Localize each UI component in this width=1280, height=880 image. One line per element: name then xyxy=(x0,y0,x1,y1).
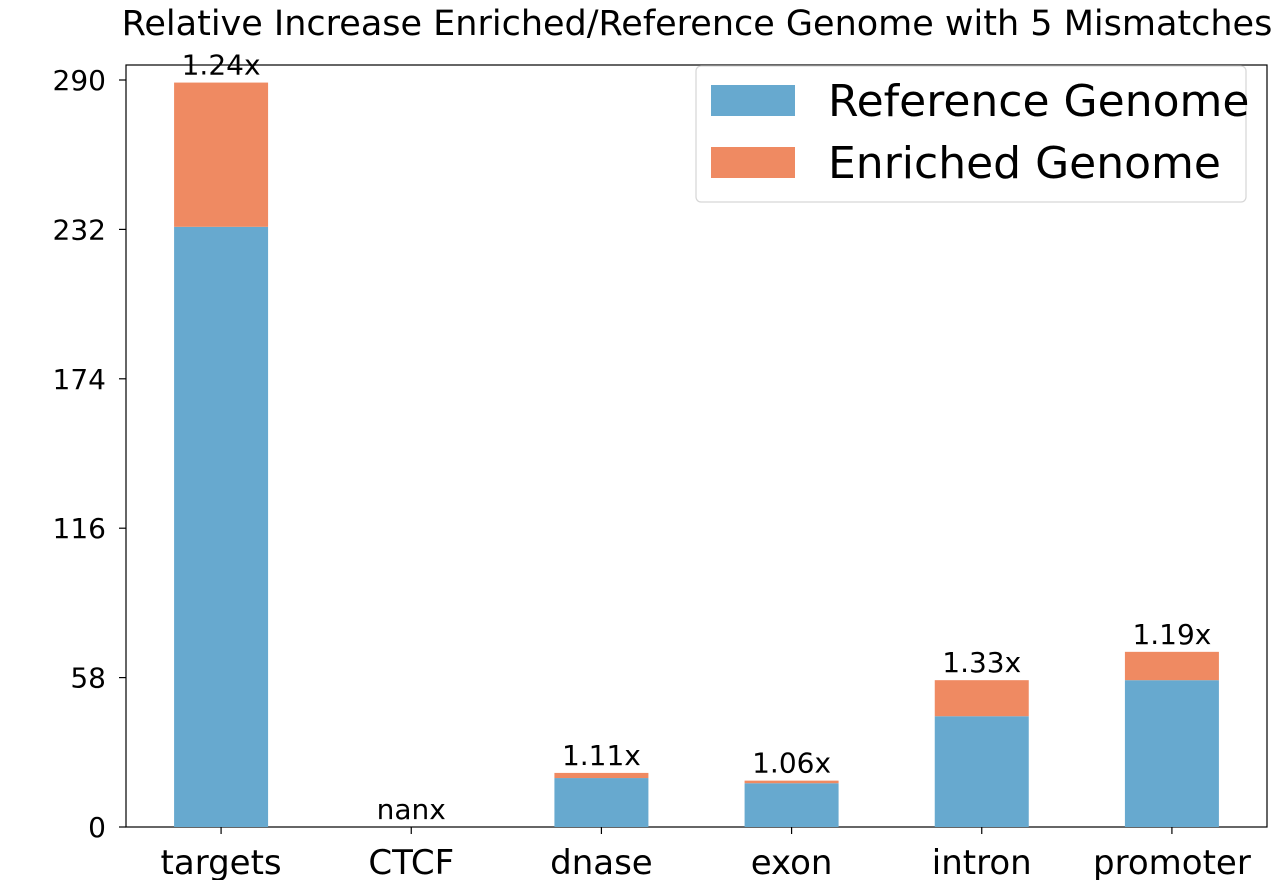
bar-enriched-targets xyxy=(174,82,269,227)
bar-reference-exon xyxy=(744,783,839,827)
legend-box xyxy=(695,65,1247,203)
bar-enriched-intron xyxy=(934,680,1029,717)
legend-label: Enriched Genome xyxy=(828,138,1221,189)
y-tick-label: 232 xyxy=(53,213,106,246)
x-tick-label: exon xyxy=(751,843,833,880)
bar-reference-dnase xyxy=(554,778,649,827)
y-tick-label: 174 xyxy=(53,363,106,396)
data-label: 1.24x xyxy=(182,49,261,82)
bar-reference-promoter xyxy=(1124,680,1219,827)
data-label: 1.19x xyxy=(1132,618,1211,651)
bar-enriched-exon xyxy=(744,780,839,784)
plot-area: 0 58 116 174 232 290 targets 1.24x CTCF nanx dnase… xyxy=(53,49,1268,880)
y-tick-label: 290 xyxy=(53,64,106,97)
bar-enriched-promoter xyxy=(1124,651,1219,681)
y-tick-label: 0 xyxy=(88,811,106,844)
legend-swatch xyxy=(711,147,795,178)
x-tick-label: targets xyxy=(161,843,282,880)
x-tick-label: promoter xyxy=(1093,843,1251,880)
bar-enriched-dnase xyxy=(554,772,649,779)
chart-title: Relative Increase Enriched/Reference Gen… xyxy=(122,4,1273,44)
y-tick-label: 58 xyxy=(70,662,106,695)
data-label: 1.11x xyxy=(562,739,641,772)
data-label: 1.33x xyxy=(942,646,1021,679)
bar-reference-targets xyxy=(174,226,269,827)
plot-frame xyxy=(125,64,1268,828)
x-tick-label: CTCF xyxy=(368,843,454,880)
legend-label: Reference Genome xyxy=(828,76,1249,127)
data-label: nanx xyxy=(377,793,446,826)
legend-swatch xyxy=(711,85,795,116)
x-tick-label: intron xyxy=(932,843,1032,880)
x-tick-label: dnase xyxy=(550,843,653,880)
y-tick-label: 116 xyxy=(53,512,106,545)
data-label: 1.06x xyxy=(752,747,831,780)
legend: Reference Genome Enriched Genome xyxy=(695,65,1249,203)
bar-reference-intron xyxy=(934,716,1029,827)
